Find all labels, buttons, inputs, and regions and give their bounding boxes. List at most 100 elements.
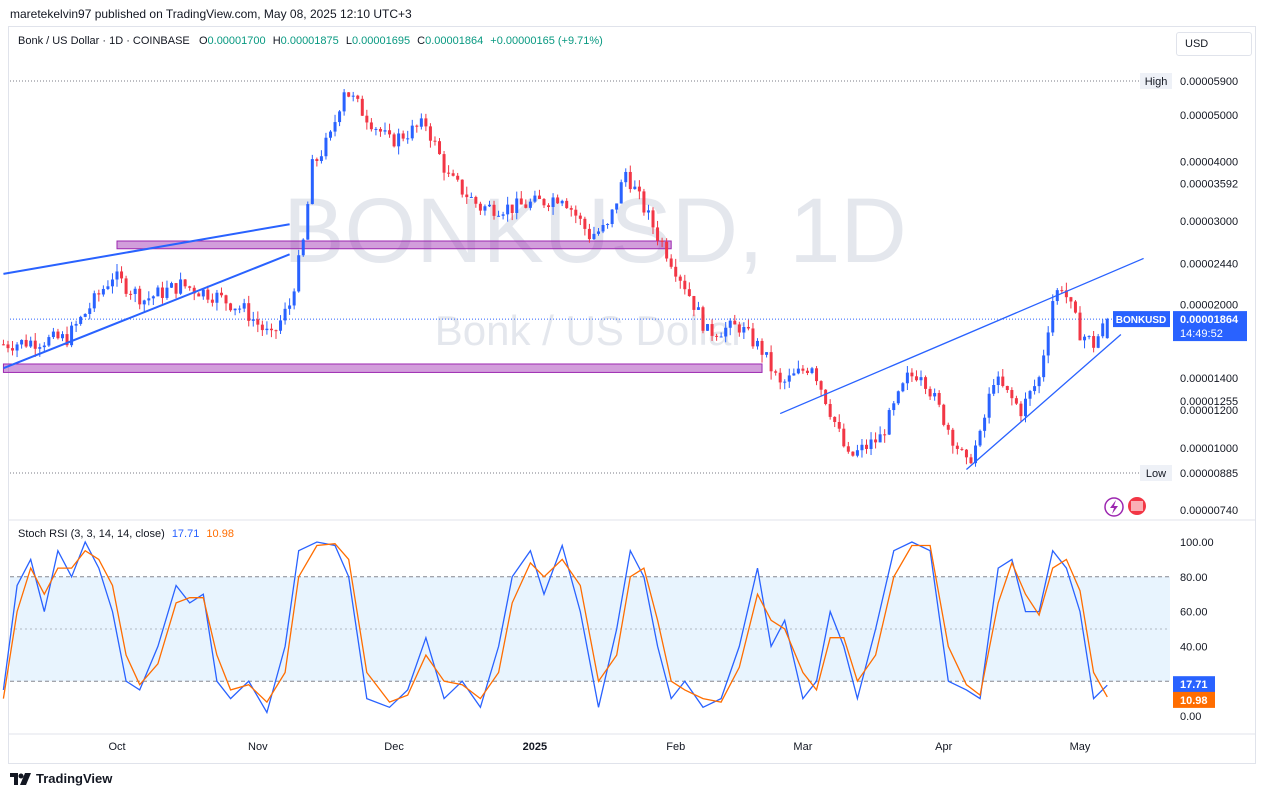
candle-body — [501, 214, 505, 216]
candle-body — [874, 439, 878, 443]
candle-body — [274, 330, 278, 332]
candle-body — [269, 328, 273, 331]
rsi-tick-label: 100.00 — [1180, 537, 1214, 549]
candle-body — [524, 204, 528, 208]
event-badges[interactable] — [1104, 497, 1146, 517]
rsi-tick-label: 0.00 — [1180, 711, 1201, 723]
high-tag-label: High — [1145, 76, 1168, 88]
candle-body — [333, 122, 337, 132]
candle-body — [1028, 391, 1032, 399]
stoch-rsi-pane — [2, 540, 1170, 715]
candle-body — [819, 381, 823, 390]
zones — [2, 240, 763, 373]
candle-body — [42, 345, 46, 348]
candle-body — [1087, 336, 1091, 338]
candle-body — [769, 352, 773, 372]
candle-body — [242, 303, 246, 309]
candle-body — [778, 372, 782, 383]
candle-body — [342, 92, 346, 112]
candle-body — [715, 335, 719, 337]
candle-body — [1010, 390, 1014, 399]
stoch-rsi-label[interactable]: Stoch RSI (3, 3, 14, 14, close) — [18, 528, 165, 540]
candle-body — [451, 173, 455, 176]
candle-body — [869, 439, 873, 449]
candle-body — [760, 340, 764, 355]
candle-body — [1, 344, 5, 346]
candle-body — [133, 288, 137, 295]
candle-body — [319, 156, 323, 161]
candle-body — [746, 326, 750, 329]
candle-body — [183, 279, 187, 287]
candle-body — [165, 287, 169, 298]
flash-icon-bolt — [1110, 500, 1118, 514]
trendline-2 — [779, 257, 1144, 415]
low-tag-label: Low — [1146, 468, 1166, 480]
low-tag — [1140, 465, 1172, 482]
candle-body — [528, 201, 532, 208]
candle-body — [201, 289, 205, 297]
candle-body — [805, 370, 809, 373]
candle-body — [428, 126, 432, 141]
candle-body — [310, 159, 314, 205]
candle-body — [742, 326, 746, 333]
price-tick-label: 0.00000740 — [1180, 505, 1238, 517]
last-symbol-tag — [1113, 311, 1170, 328]
price-tick-label: 0.00001000 — [1180, 443, 1238, 455]
candle-body — [397, 133, 401, 147]
time-tick-label: Apr — [935, 741, 952, 753]
candle-body — [842, 428, 846, 447]
candle-body — [11, 348, 15, 351]
candle-body — [74, 323, 78, 326]
candle-body — [1105, 319, 1109, 339]
candle-body — [583, 218, 587, 229]
price-tick-label: 0.00001255 — [1180, 396, 1238, 408]
candle-body — [92, 293, 96, 309]
rsi-axis: 100.00 80.00 60.00 40.00 0.00 17.71 10.98 — [1173, 537, 1215, 723]
price-grid — [9, 80, 1256, 521]
candle-body — [987, 393, 991, 418]
candle-body — [124, 278, 128, 294]
candle-body — [238, 308, 242, 310]
candle-body — [410, 125, 414, 139]
low-tag-value: 0.00000885 — [1180, 468, 1238, 480]
candle-body — [1042, 355, 1046, 378]
candle-body — [474, 196, 478, 204]
last-symbol-label: BONKUSD — [1116, 315, 1167, 326]
price-tick-label: 0.00002440 — [1180, 258, 1238, 270]
candle-body — [755, 340, 759, 347]
price-tick-label: 0.00001400 — [1180, 373, 1238, 385]
candle-body — [101, 288, 105, 295]
candle-body — [883, 434, 887, 436]
candle-body — [551, 197, 555, 207]
rsi-d-tag-value: 10.98 — [1180, 695, 1208, 707]
high-tag — [1140, 73, 1172, 89]
candle-body — [924, 377, 928, 389]
candle-body — [815, 368, 819, 382]
candle-body — [692, 296, 696, 310]
rsi-tick-label: 80.00 — [1180, 572, 1208, 584]
rsi-tick-label: 60.00 — [1180, 607, 1208, 619]
candle-body — [383, 130, 387, 132]
candle-body — [456, 175, 460, 180]
candle-body — [933, 393, 937, 397]
candle-body — [6, 344, 10, 349]
candle-body — [1014, 398, 1018, 404]
candle-body — [633, 186, 637, 190]
rsi-k-tag — [1173, 676, 1215, 693]
candle-body — [910, 372, 914, 377]
candle-body — [669, 258, 673, 267]
currency-button[interactable]: USD — [1176, 32, 1252, 56]
candle-body — [860, 444, 864, 451]
candle-body — [492, 204, 496, 216]
candle-body — [646, 210, 650, 213]
candle-body — [460, 179, 464, 195]
tradingview-logo[interactable]: TradingView — [10, 771, 112, 786]
candle-body — [642, 191, 646, 213]
candle-body — [442, 154, 446, 173]
symbol-title[interactable]: Bonk / US Dollar · 1D · COINBASE — [18, 35, 190, 47]
candle-body — [601, 224, 605, 232]
candle-body — [624, 171, 628, 183]
candle-body — [833, 416, 837, 423]
candle-body — [347, 92, 351, 97]
